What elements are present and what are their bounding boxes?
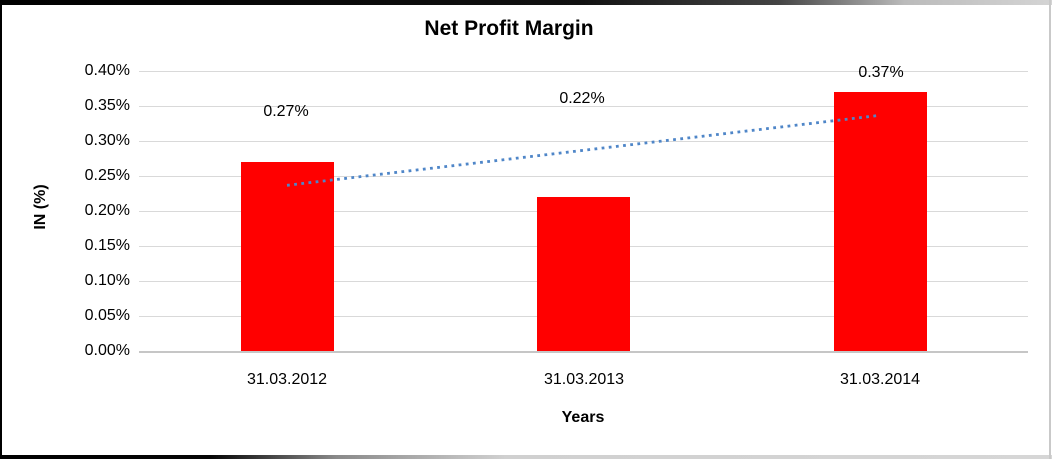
x-tick-label: 31.03.2012 [246,371,328,388]
frame-border-bottom [0,455,1052,459]
gridline [139,106,1028,107]
y-tick-label: 0.10% [84,272,130,289]
chart-title: Net Profit Margin [424,17,594,40]
y-tick-label: 0.00% [84,342,130,359]
y-tick-label: 0.40% [84,62,130,79]
frame-border-top [0,0,1052,5]
y-tick-label: 0.35% [84,97,130,114]
bar-31.03.2012 [241,162,334,351]
data-label: 0.22% [559,90,605,107]
gridline [139,71,1028,72]
y-axis-title: IN (%) [32,184,49,230]
y-tick-label: 0.20% [84,202,130,219]
x-axis-title: Years [561,409,605,426]
frame-border-left [0,0,2,459]
y-tick-label: 0.15% [84,237,130,254]
y-tick-label: 0.05% [84,307,130,324]
bar-31.03.2014 [834,92,927,351]
frame-border-right [1049,0,1051,459]
data-label: 0.37% [858,64,904,81]
data-label: 0.27% [263,103,309,120]
y-tick-label: 0.30% [84,132,130,149]
y-tick-label: 0.25% [84,167,130,184]
bar-31.03.2013 [537,197,630,351]
x-tick-label: 31.03.2013 [543,371,625,388]
x-tick-label: 31.03.2014 [839,371,921,388]
x-axis-line [139,351,1028,353]
